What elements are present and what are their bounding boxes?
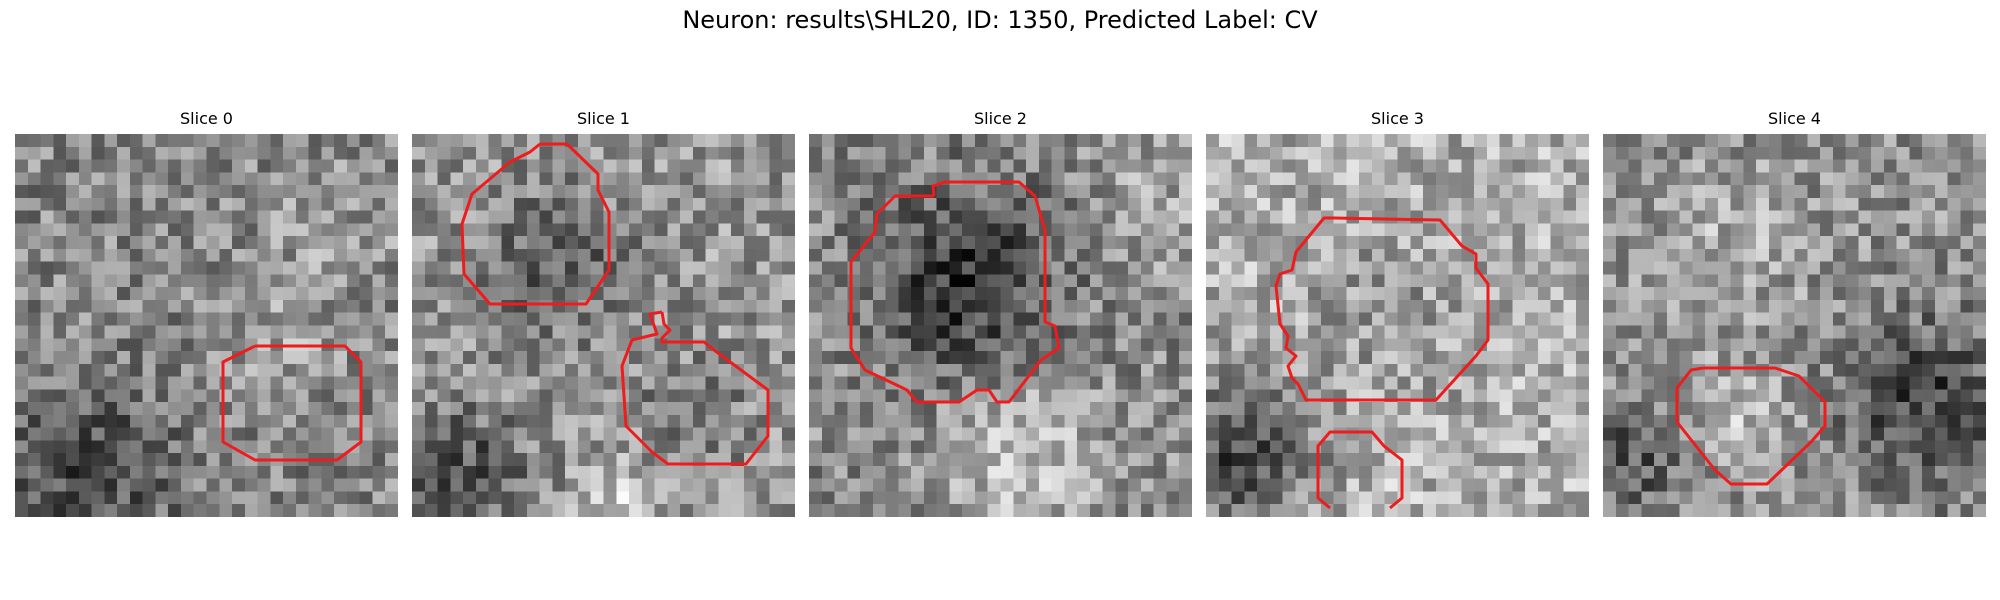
contour-overlay <box>1274 216 1490 510</box>
slice-title: Slice 2 <box>974 109 1027 128</box>
roi-contour <box>620 310 770 466</box>
contour-overlay <box>1675 366 1827 486</box>
slice-image <box>1206 134 1589 517</box>
roi-contour <box>1675 366 1827 486</box>
slice-image <box>15 134 398 517</box>
roi-contour <box>460 142 611 306</box>
contour-overlay <box>221 344 363 462</box>
contour-overlay <box>460 142 770 466</box>
figure-title: Neuron: results\SHL20, ID: 1350, Predict… <box>682 6 1318 34</box>
slice-title: Slice 3 <box>1371 109 1424 128</box>
roi-contour <box>1316 430 1404 510</box>
roi-contour <box>849 180 1061 404</box>
grayscale-image <box>809 134 1192 517</box>
slice-image <box>1603 134 1986 517</box>
slice-panel-0: Slice 0 <box>15 108 398 517</box>
slice-panel-1: Slice 1 <box>412 108 795 517</box>
roi-contour <box>221 344 363 462</box>
slice-title: Slice 1 <box>577 109 630 128</box>
slice-image <box>412 134 795 517</box>
roi-contour <box>1274 216 1490 402</box>
slice-title: Slice 0 <box>180 109 233 128</box>
grayscale-image <box>15 134 398 517</box>
slice-panel-3: Slice 3 <box>1206 108 1589 517</box>
contour-overlay <box>849 180 1061 404</box>
slice-title: Slice 4 <box>1768 109 1821 128</box>
grayscale-image <box>1603 134 1986 517</box>
slice-panel-2: Slice 2 <box>809 108 1192 517</box>
slice-image <box>809 134 1192 517</box>
slice-panel-4: Slice 4 <box>1603 108 1986 517</box>
grayscale-image <box>1206 134 1589 517</box>
